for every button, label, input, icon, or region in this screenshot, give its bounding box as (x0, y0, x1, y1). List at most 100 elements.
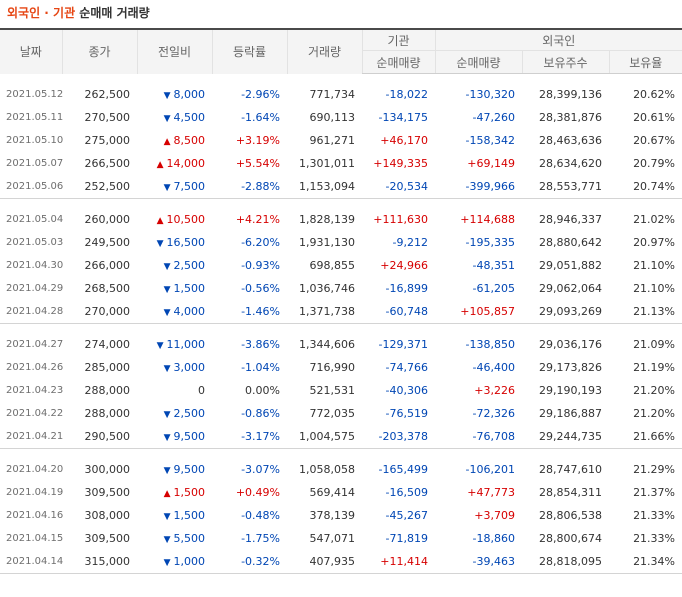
group-separator (0, 198, 682, 208)
cell-close: 288,000 (84, 384, 131, 397)
cell-rate: -0.32% (241, 555, 280, 568)
table-row: 2021.04.15 309,500 ▼ 5,500 -1.75% 547,071 -71,… (0, 527, 682, 550)
table-row: 2021.04.19 309,500 ▲ 1,500 +0.49% 569,414 -16,… (0, 481, 682, 504)
cell-close: 270,000 (84, 305, 131, 318)
cell-rate: -0.48% (241, 509, 280, 522)
cell-foreign-net: +47,773 (467, 486, 515, 499)
change-value: 1,500 (173, 486, 206, 499)
cell-change: ▼ 16,500 (137, 231, 212, 254)
header-foreign-net: 순매매량 (434, 50, 522, 74)
cell-holding-ratio: 21.10% (633, 282, 676, 295)
cell-foreign-net: -72,326 (472, 407, 515, 420)
cell-rate: -1.46% (241, 305, 280, 318)
cell-date: 2021.04.20 (6, 464, 64, 475)
cell-date: 2021.04.21 (6, 431, 64, 442)
triangle-down-icon: ▼ (163, 466, 171, 476)
cell-holding-ratio: 20.74% (633, 180, 676, 193)
cell-holding-ratio: 20.67% (633, 134, 676, 147)
group-separator (0, 323, 682, 333)
table-end-line (0, 573, 682, 574)
cell-institution-net: -76,519 (385, 407, 428, 420)
cell-rate: -6.20% (241, 236, 280, 249)
cell-foreign-net: -138,850 (465, 338, 515, 351)
cell-close: 315,000 (84, 555, 131, 568)
cell-holding-ratio: 20.61% (633, 111, 676, 124)
change-value: 11,000 (166, 338, 206, 351)
cell-change: ▼ 4,000 (137, 300, 212, 324)
cell-holdings: 28,880,642 (539, 236, 602, 249)
cell-volume: 1,371,738 (299, 305, 355, 318)
triangle-down-icon: ▼ (163, 433, 171, 443)
cell-holding-ratio: 20.79% (633, 157, 676, 170)
cell-change: ▼ 8,000 (137, 83, 212, 106)
cell-institution-net: -129,371 (378, 338, 428, 351)
cell-holding-ratio: 20.97% (633, 236, 676, 249)
cell-holdings: 29,093,269 (539, 305, 602, 318)
change-value: 8,000 (173, 88, 206, 101)
cell-volume: 1,931,130 (299, 236, 355, 249)
cell-holding-ratio: 21.66% (633, 430, 676, 443)
triangle-down-icon: ▼ (163, 512, 171, 522)
table-body: 2021.05.12 262,500 ▼ 8,000 -2.96% 771,734 -18,… (0, 74, 682, 574)
triangle-down-icon: ▼ (163, 308, 171, 318)
cell-change: ▼ 1,000 (137, 550, 212, 574)
cell-close: 260,000 (84, 213, 131, 226)
cell-close: 275,000 (84, 134, 131, 147)
cell-volume: 1,036,746 (299, 282, 355, 295)
table-row: 2021.05.07 266,500 ▲ 14,000 +5.54% 1,301,011 +… (0, 152, 682, 175)
change-value: 8,500 (173, 134, 206, 147)
cell-close: 285,000 (84, 361, 131, 374)
cell-change: ▼ 9,500 (137, 458, 212, 481)
title-foreign-institution: 외국인 · 기관 (7, 6, 76, 20)
triangle-up-icon: ▲ (163, 137, 171, 147)
cell-date: 2021.04.15 (6, 533, 64, 544)
header-holding-ratio: 보유율 (608, 50, 682, 74)
cell-institution-net: -16,899 (385, 282, 428, 295)
cell-volume: 961,271 (309, 134, 356, 147)
header-institution-group: 기관 (361, 28, 435, 51)
cell-change: ▲ 14,000 (137, 152, 212, 175)
triangle-up-icon: ▲ (156, 216, 164, 226)
cell-close: 252,500 (84, 180, 131, 193)
header-foreign-group: 외국인 (434, 28, 682, 51)
triangle-down-icon: ▼ (163, 91, 171, 101)
cell-institution-net: -16,509 (385, 486, 428, 499)
cell-volume: 690,113 (309, 111, 356, 124)
header-date: 날짜 (0, 28, 62, 74)
cell-change: ▼ 3,000 (137, 356, 212, 379)
cell-foreign-net: -76,708 (472, 430, 515, 443)
group-separator (0, 448, 682, 458)
cell-close: 288,000 (84, 407, 131, 420)
cell-holdings: 28,854,311 (539, 486, 602, 499)
cell-institution-net: +24,966 (380, 259, 428, 272)
cell-institution-net: +111,630 (373, 213, 428, 226)
cell-institution-net: +149,335 (373, 157, 428, 170)
cell-holdings: 29,186,887 (539, 407, 602, 420)
cell-change: ▲ 10,500 (137, 208, 212, 231)
cell-change: ▼ 5,500 (137, 527, 212, 550)
cell-institution-net: -60,748 (385, 305, 428, 318)
triangle-down-icon: ▼ (163, 114, 171, 124)
cell-close: 262,500 (84, 88, 131, 101)
cell-date: 2021.04.16 (6, 510, 64, 521)
cell-date: 2021.05.03 (6, 237, 64, 248)
triangle-up-icon: ▲ (163, 489, 171, 499)
cell-rate: -1.64% (241, 111, 280, 124)
cell-institution-net: -9,212 (392, 236, 428, 249)
cell-rate: -0.93% (241, 259, 280, 272)
table-row: 2021.05.06 252,500 ▼ 7,500 -2.88% 1,153,094 -2… (0, 175, 682, 199)
cell-holding-ratio: 21.20% (633, 407, 676, 420)
section-title: 외국인 · 기관 순매매 거래량 (0, 0, 682, 28)
cell-foreign-net: -39,463 (472, 555, 515, 568)
cell-change: ▼ 4,500 (137, 106, 212, 129)
cell-rate: +0.49% (235, 486, 280, 499)
cell-close: 274,000 (84, 338, 131, 351)
cell-change: ▼ 9,500 (137, 425, 212, 449)
table-row: 2021.04.29 268,500 ▼ 1,500 -0.56% 1,036,746 -1… (0, 277, 682, 300)
cell-holdings: 28,747,610 (539, 463, 602, 476)
cell-foreign-net: -195,335 (465, 236, 515, 249)
cell-foreign-net: +3,226 (474, 384, 515, 397)
cell-holding-ratio: 21.34% (633, 555, 676, 568)
change-value: 7,500 (173, 180, 206, 193)
cell-rate: -2.96% (241, 88, 280, 101)
